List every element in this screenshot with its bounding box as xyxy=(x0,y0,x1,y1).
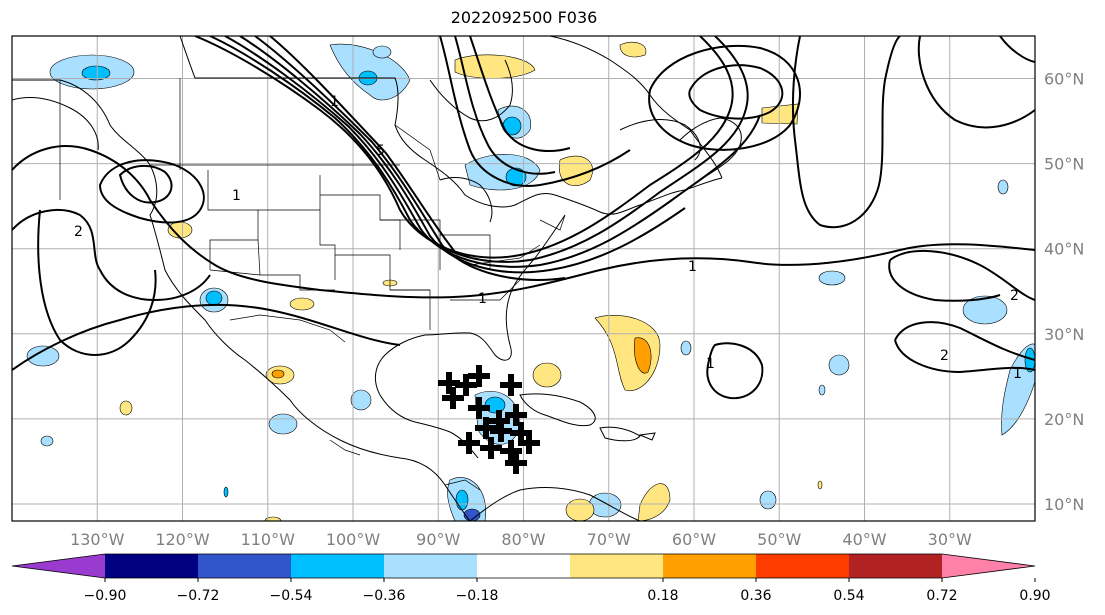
lon-tick-label: 130°W xyxy=(70,530,125,549)
lon-tick-label: 120°W xyxy=(155,530,210,549)
contour-label: 1 xyxy=(688,259,697,275)
contour-label: 1 xyxy=(1013,366,1022,382)
contour-label: 1 xyxy=(330,94,339,110)
colorbar-swatch xyxy=(570,554,664,578)
colorbar-swatch xyxy=(12,554,105,578)
lon-tick-label: 100°W xyxy=(326,530,381,549)
contour-label: 2 xyxy=(74,224,83,240)
lon-tick-label: 30°W xyxy=(928,530,972,549)
lon-tick-label: 70°W xyxy=(587,530,631,549)
lat-tick-label: 50°N xyxy=(1044,155,1084,174)
contour-label: 2 xyxy=(940,348,949,364)
colorbar-tick-label: 0.18 xyxy=(647,588,678,604)
lat-tick-label: 20°N xyxy=(1044,410,1084,429)
colorbar-swatch xyxy=(849,554,943,578)
colorbar-tick-label: 0.36 xyxy=(740,588,771,604)
longitude-labels: 130°W 120°W 110°W 100°W 90°W 80°W 70°W 60°W 50°W… xyxy=(70,530,972,549)
colorbar-tick-labels: −0.90 −0.72 −0.54 −0.36 −0.18 0.18 0.36 0.54 0.7… xyxy=(84,578,1051,604)
colorbar-swatch xyxy=(663,554,757,578)
map-frame xyxy=(11,35,1036,522)
storm-markers xyxy=(438,365,540,474)
colorbar-tick-label: −0.54 xyxy=(270,588,313,604)
lat-tick-label: 60°N xyxy=(1044,70,1084,89)
colorbar-tick-label: 0.54 xyxy=(833,588,864,604)
lon-tick-label: 40°W xyxy=(842,530,886,549)
map-title: 2022092500 F036 xyxy=(450,8,598,27)
lon-tick-label: 50°W xyxy=(757,530,801,549)
colorbar-swatch xyxy=(105,554,199,578)
colorbar-swatch xyxy=(477,554,571,578)
lon-tick-label: 60°W xyxy=(672,530,716,549)
lon-tick-label: 90°W xyxy=(416,530,460,549)
contour-label: 1 xyxy=(232,188,241,204)
colorbar-tick-label: −0.72 xyxy=(177,588,220,604)
contour-labels: 2 1 5 1 1 1 2 2 1 1 xyxy=(74,94,1022,382)
lon-tick-label: 80°W xyxy=(501,530,545,549)
colorbar-swatch xyxy=(942,554,1035,578)
colorbar-swatch xyxy=(384,554,478,578)
colorbar-tick-label: −0.90 xyxy=(84,588,127,604)
lat-tick-label: 30°N xyxy=(1044,325,1084,344)
lat-tick-label: 10°N xyxy=(1044,495,1084,514)
colorbar-tick-label: 0.90 xyxy=(1019,588,1050,604)
colorbar-tick-label: 0.72 xyxy=(926,588,957,604)
contour-label: 5 xyxy=(376,143,385,159)
latitude-labels: 60°N 50°N 40°N 30°N 20°N 10°N xyxy=(1044,70,1084,514)
contour-lines xyxy=(12,36,1035,400)
contour-label: 2 xyxy=(1010,288,1019,304)
colorbar-swatch xyxy=(291,554,385,578)
colorbar-swatch xyxy=(756,554,850,578)
colorbar xyxy=(11,553,1036,579)
contour-label: 1 xyxy=(478,291,487,307)
contour-label: 1 xyxy=(706,356,715,372)
lon-tick-label: 110°W xyxy=(241,530,296,549)
colorbar-tick-label: −0.36 xyxy=(363,588,406,604)
colorbar-tick-label: −0.18 xyxy=(456,588,499,604)
lat-tick-label: 40°N xyxy=(1044,240,1084,259)
colorbar-swatch xyxy=(198,554,292,578)
